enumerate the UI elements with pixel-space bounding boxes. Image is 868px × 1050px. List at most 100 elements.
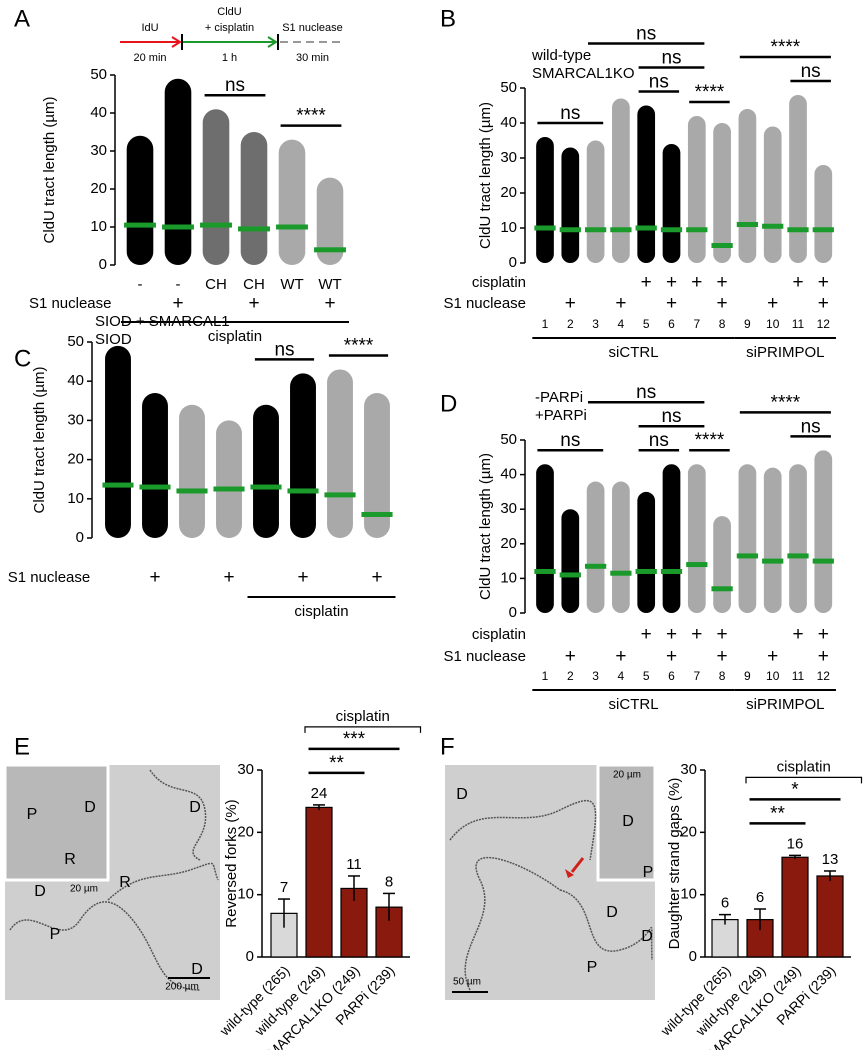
row-mark: + bbox=[717, 293, 728, 314]
value-label: 6 bbox=[756, 889, 764, 906]
row-mark: + bbox=[792, 624, 803, 645]
median bbox=[635, 225, 657, 231]
median bbox=[124, 222, 156, 228]
median bbox=[787, 553, 809, 559]
row-label: S1 nuclease bbox=[443, 295, 526, 312]
row-mark: + bbox=[615, 646, 626, 667]
column-number: 3 bbox=[592, 317, 599, 331]
data-column bbox=[240, 132, 268, 265]
median bbox=[250, 484, 282, 490]
bracket-label: cisplatin bbox=[777, 758, 831, 775]
data-column bbox=[290, 373, 316, 538]
row-mark: + bbox=[641, 624, 652, 645]
row-mark: + bbox=[324, 293, 335, 314]
data-column bbox=[814, 450, 833, 613]
row-mark: + bbox=[767, 646, 778, 667]
row-mark: + bbox=[818, 293, 829, 314]
data-column bbox=[612, 481, 630, 613]
x-tick-label: - bbox=[138, 276, 143, 293]
row-mark: + bbox=[666, 272, 677, 293]
timeline-label: CldU bbox=[217, 6, 242, 18]
y-tick-label: 20 bbox=[237, 823, 254, 840]
row-mark: + bbox=[792, 272, 803, 293]
comparison-label: *** bbox=[343, 729, 366, 750]
row-label: S1 nuclease bbox=[29, 295, 112, 312]
timeline-duration: 20 min bbox=[133, 52, 166, 64]
y-tick-label: 30 bbox=[90, 142, 107, 159]
median bbox=[361, 511, 393, 517]
data-column bbox=[179, 404, 205, 538]
row-label: S1 nuclease bbox=[8, 569, 91, 586]
comparison-label: ns bbox=[801, 416, 821, 437]
median bbox=[812, 558, 834, 564]
median bbox=[238, 226, 270, 232]
legend-entry: -PARPi bbox=[535, 389, 583, 406]
y-tick-label: 0 bbox=[246, 948, 254, 965]
y-axis-label: CldU tract length (µm) bbox=[477, 453, 494, 600]
comparison-label: **** bbox=[771, 392, 801, 413]
panel-letter: A bbox=[14, 5, 30, 32]
data-column bbox=[253, 404, 279, 538]
median bbox=[213, 486, 245, 492]
dna-strand bbox=[559, 889, 653, 961]
legend-entry: SIOD + SMARCAL1 bbox=[95, 313, 230, 330]
row-mark: + bbox=[223, 567, 234, 588]
data-column bbox=[637, 105, 656, 263]
y-tick-label: 20 bbox=[500, 184, 517, 201]
y-tick-label: 0 bbox=[689, 948, 697, 965]
y-tick-label: 30 bbox=[237, 761, 254, 778]
y-tick-label: 50 bbox=[90, 66, 107, 83]
data-column bbox=[738, 109, 757, 263]
median bbox=[787, 227, 809, 233]
y-tick-label: 40 bbox=[500, 466, 517, 483]
column-number: 9 bbox=[744, 669, 751, 683]
column-number: 8 bbox=[719, 669, 726, 683]
bracket-label: cisplatin bbox=[208, 328, 262, 345]
data-column bbox=[814, 165, 833, 263]
dna-strand bbox=[464, 856, 561, 991]
column-number: 5 bbox=[643, 317, 650, 331]
comparison-label: ns bbox=[274, 339, 294, 360]
comparison-label: * bbox=[791, 779, 799, 800]
median bbox=[610, 570, 632, 576]
data-column bbox=[327, 369, 353, 538]
bracket bbox=[304, 726, 422, 733]
data-column bbox=[713, 123, 731, 263]
median bbox=[314, 247, 346, 253]
comparison-label: **** bbox=[344, 335, 374, 356]
y-tick-label: 10 bbox=[90, 218, 107, 235]
median bbox=[102, 482, 134, 488]
data-column bbox=[536, 464, 554, 613]
row-mark: + bbox=[818, 646, 829, 667]
data-column bbox=[561, 509, 580, 613]
median bbox=[635, 568, 657, 574]
bracket-label: siCTRL bbox=[609, 696, 659, 713]
median bbox=[139, 484, 171, 490]
row-mark: + bbox=[172, 293, 183, 314]
timeline-duration: 30 min bbox=[296, 52, 329, 64]
data-column bbox=[637, 491, 656, 613]
y-tick-label: 10 bbox=[680, 886, 697, 903]
row-label: cisplatin bbox=[472, 274, 526, 291]
column-number: 4 bbox=[618, 317, 625, 331]
value-label: 8 bbox=[385, 873, 393, 890]
y-tick-label: 50 bbox=[500, 431, 517, 448]
timeline-sublabel: + cisplatin bbox=[205, 22, 254, 34]
bracket-label: cisplatin bbox=[336, 708, 390, 725]
column-number: 12 bbox=[817, 317, 831, 331]
row-mark: + bbox=[717, 624, 728, 645]
comparison-label: **** bbox=[771, 37, 801, 58]
median bbox=[534, 225, 556, 231]
image-label: D bbox=[622, 813, 634, 830]
comparison-label: **** bbox=[296, 106, 326, 127]
y-axis-label: CldU tract length (µm) bbox=[477, 102, 494, 249]
y-axis-label: Daughter strand gaps (%) bbox=[666, 778, 683, 950]
column-number: 10 bbox=[766, 669, 780, 683]
data-column bbox=[789, 95, 807, 263]
y-tick-label: 0 bbox=[509, 254, 517, 271]
y-tick-label: 20 bbox=[500, 535, 517, 552]
data-column bbox=[586, 481, 605, 613]
median bbox=[287, 488, 319, 494]
y-tick-label: 30 bbox=[67, 411, 84, 428]
y-tick-label: 50 bbox=[67, 333, 84, 350]
